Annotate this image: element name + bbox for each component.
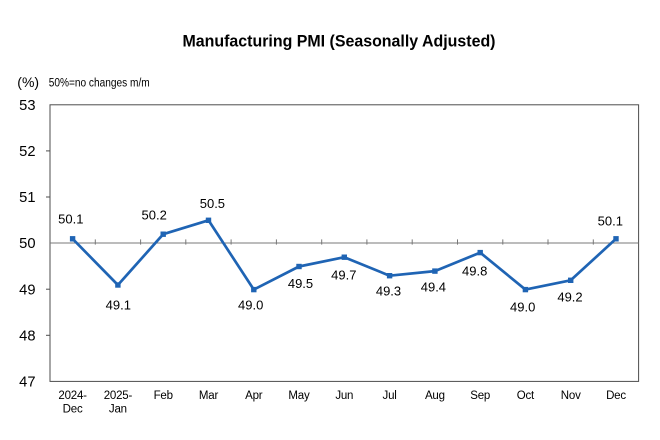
svg-text:49.0: 49.0 <box>238 298 263 313</box>
svg-text:49.7: 49.7 <box>331 268 356 283</box>
svg-text:53: 53 <box>19 98 35 114</box>
svg-text:Sep: Sep <box>470 390 490 402</box>
svg-text:50%=no changes m/m: 50%=no changes m/m <box>49 75 150 89</box>
svg-text:49.3: 49.3 <box>376 284 401 299</box>
svg-text:Aug: Aug <box>425 390 445 402</box>
svg-text:Dec: Dec <box>63 404 83 416</box>
svg-text:May: May <box>288 390 310 402</box>
svg-text:50.2: 50.2 <box>142 207 167 222</box>
svg-text:Manufacturing PMI (Seasonally: Manufacturing PMI (Seasonally Adjusted) <box>183 33 496 51</box>
svg-text:50: 50 <box>19 236 35 252</box>
svg-text:49.8: 49.8 <box>462 263 487 278</box>
svg-text:50.1: 50.1 <box>58 211 83 226</box>
svg-text:Apr: Apr <box>245 390 263 402</box>
svg-text:50.5: 50.5 <box>200 196 225 211</box>
svg-text:52: 52 <box>19 144 35 160</box>
svg-text:2025-: 2025- <box>104 390 133 402</box>
svg-text:Jun: Jun <box>335 390 353 402</box>
svg-text:Mar: Mar <box>199 390 219 402</box>
svg-text:49.0: 49.0 <box>510 300 535 315</box>
svg-text:50.1: 50.1 <box>598 213 623 228</box>
svg-text:49.5: 49.5 <box>288 276 313 291</box>
svg-text:(%): (%) <box>17 74 39 90</box>
svg-text:47: 47 <box>19 375 35 391</box>
svg-text:Dec: Dec <box>606 390 626 402</box>
svg-text:49.2: 49.2 <box>557 290 582 305</box>
svg-text:Jan: Jan <box>109 404 127 416</box>
svg-text:Nov: Nov <box>561 390 581 402</box>
svg-text:Feb: Feb <box>154 390 173 402</box>
svg-text:51: 51 <box>19 190 35 206</box>
svg-text:48: 48 <box>19 328 35 344</box>
svg-text:49: 49 <box>19 282 35 298</box>
svg-text:Jul: Jul <box>383 390 397 402</box>
svg-text:49.4: 49.4 <box>421 279 446 294</box>
svg-text:49.1: 49.1 <box>106 297 131 312</box>
svg-text:2024-: 2024- <box>58 390 87 402</box>
svg-text:Oct: Oct <box>517 390 535 402</box>
